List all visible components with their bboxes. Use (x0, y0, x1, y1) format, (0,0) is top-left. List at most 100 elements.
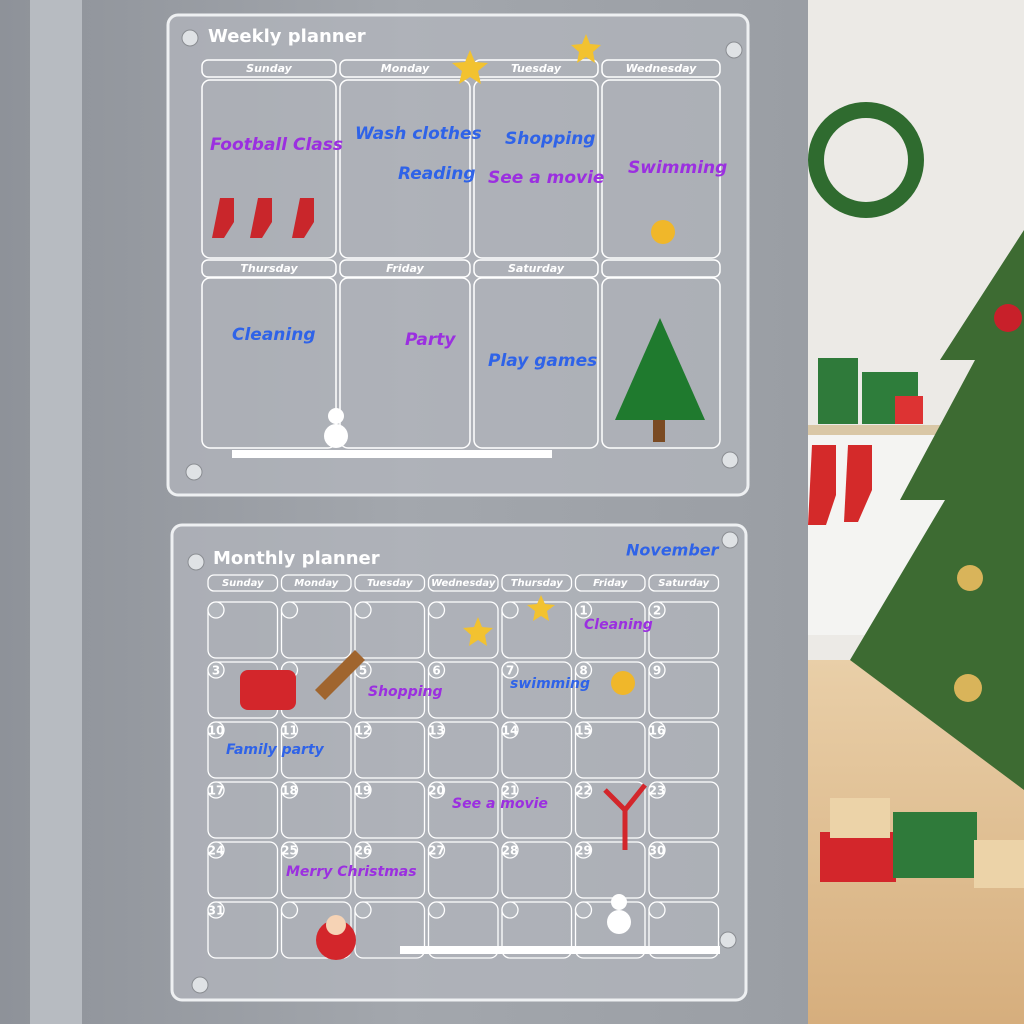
date-circle (427, 781, 446, 799)
date-cell (501, 721, 573, 779)
monthly-board (170, 523, 748, 1002)
date-cell (207, 901, 279, 959)
day-header-box (473, 259, 599, 278)
christmas-tree (850, 230, 1024, 790)
date-number: 22 (575, 784, 592, 798)
date-circle (207, 841, 225, 859)
weekday-name: Tuesday (367, 578, 413, 589)
date-circle (501, 721, 519, 739)
ornament (957, 565, 983, 591)
planner-note: Family party (226, 742, 325, 758)
date-cell (501, 841, 573, 899)
date-circle (207, 781, 225, 799)
date-number: 29 (575, 844, 592, 858)
planner-entry: Party (405, 330, 456, 350)
date-circle (648, 901, 666, 919)
date-cell (501, 661, 573, 719)
planner-entry: See a movie (488, 168, 604, 188)
day-header-box (601, 59, 721, 78)
date-circle (574, 901, 593, 919)
date-circle (648, 841, 666, 859)
date-cell (427, 661, 499, 719)
date-circle (354, 901, 372, 919)
date-circle (427, 721, 446, 739)
date-cell (354, 781, 426, 839)
day-cell (201, 277, 337, 449)
weekday-name: Monday (294, 578, 339, 589)
date-cell (207, 721, 279, 779)
date-cell (427, 721, 499, 779)
monthly-title: Monthly planner (213, 548, 380, 569)
date-circle (501, 661, 519, 679)
stocking (808, 445, 836, 525)
shelf (806, 425, 976, 435)
date-circle (427, 901, 446, 919)
planner-entry: Play games (488, 351, 597, 371)
gift (820, 832, 896, 882)
date-number: 9 (653, 664, 661, 678)
date-circle (648, 601, 666, 619)
day-header-box (201, 59, 337, 78)
weekday-box (207, 574, 279, 592)
planner-entry: Cleaning (232, 325, 316, 345)
day-header-box (339, 259, 471, 278)
weekday-box (354, 574, 426, 592)
weekday-box (574, 574, 646, 592)
ornament (954, 674, 982, 702)
date-number: 12 (355, 724, 372, 738)
date-number: 10 (208, 724, 225, 738)
date-cell (354, 601, 426, 659)
date-circle (648, 781, 666, 799)
fridge-handle (30, 0, 82, 1024)
date-circle (354, 781, 372, 799)
date-number: 1 (579, 604, 587, 618)
date-circle (574, 781, 593, 799)
date-circle (501, 841, 519, 859)
date-cell (574, 781, 646, 839)
date-number: 15 (575, 724, 592, 738)
day-name: Tuesday (511, 62, 562, 75)
day-cell (339, 79, 471, 259)
date-number: 3 (212, 664, 220, 678)
ornament (994, 304, 1022, 332)
date-number: 11 (281, 724, 298, 738)
date-circle (354, 841, 372, 859)
day-name: Saturday (508, 262, 565, 275)
weekday-box (648, 574, 720, 592)
date-number: 24 (208, 844, 225, 858)
date-cell (207, 841, 279, 899)
date-circle (427, 601, 446, 619)
date-cell (427, 781, 499, 839)
weekday-name: Sunday (222, 578, 264, 589)
wreath (808, 102, 924, 218)
date-circle (354, 721, 372, 739)
planner-note: Cleaning (584, 617, 653, 633)
date-cell (574, 661, 646, 719)
month-name: November (626, 541, 720, 560)
day-name: Monday (381, 62, 430, 75)
date-cell (354, 721, 426, 779)
weekly-planner: Weekly planner Sunday Monday Tuesday Wednes… (201, 26, 727, 449)
weekly-board (166, 13, 750, 497)
planner-note: Merry Christmas (286, 864, 417, 880)
date-number: 26 (355, 844, 372, 858)
date-number: 6 (432, 664, 440, 678)
date-number: 18 (281, 784, 298, 798)
date-number: 13 (428, 724, 445, 738)
date-cell (427, 601, 499, 659)
date-circle (207, 601, 225, 619)
planner-entry: Shopping (505, 129, 595, 149)
date-circle (574, 721, 593, 739)
day-name: Thursday (240, 262, 298, 275)
date-cell (501, 781, 573, 839)
date-circle (574, 661, 593, 679)
date-number: 14 (502, 724, 519, 738)
day-cell (473, 277, 599, 449)
date-number: 25 (281, 844, 298, 858)
day-cell (601, 79, 721, 259)
date-cell (280, 781, 352, 839)
date-cell (574, 901, 646, 959)
date-number: 7 (506, 664, 514, 678)
day-cell (473, 79, 599, 259)
